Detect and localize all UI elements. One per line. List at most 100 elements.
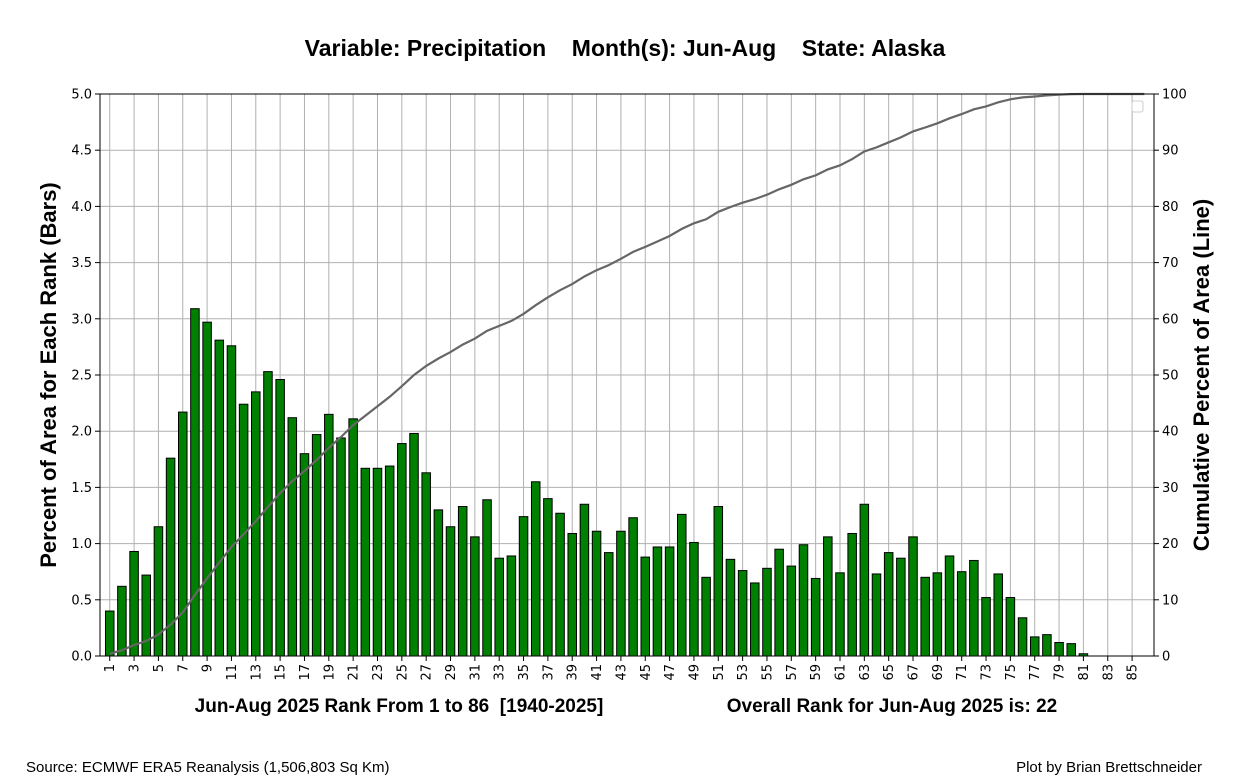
bar-rank-72 xyxy=(969,559,979,657)
left-tick-label: 5.0 xyxy=(71,88,92,103)
x-tick-label: 17 xyxy=(298,664,313,681)
left-tick-label: 3.5 xyxy=(71,256,92,271)
bar-rank-31 xyxy=(470,536,480,657)
x-tick-label: 47 xyxy=(663,664,678,681)
x-tick-label: 15 xyxy=(274,664,289,681)
bar-rank-15 xyxy=(275,378,285,657)
x-tick-label: 43 xyxy=(614,664,629,681)
left-tick-label: 2.5 xyxy=(71,369,92,384)
x-tick-label: 49 xyxy=(687,664,702,681)
x-tick-label: 39 xyxy=(566,664,581,681)
right-tick-label: 30 xyxy=(1162,481,1179,496)
bar-rank-28 xyxy=(433,509,444,657)
x-tick-label: 67 xyxy=(907,664,922,681)
bar-rank-23 xyxy=(372,467,383,657)
x-tick-label: 13 xyxy=(249,664,264,681)
x-tick-label: 23 xyxy=(371,664,386,681)
bar-rank-10 xyxy=(214,339,225,657)
bar-rank-38 xyxy=(555,512,565,657)
x-tick-label: 57 xyxy=(785,664,800,681)
x-tick-label: 73 xyxy=(980,664,995,681)
left-tick-label: 1.0 xyxy=(71,537,92,552)
bar-rank-62 xyxy=(847,532,857,657)
bar-rank-80 xyxy=(1066,643,1076,657)
overall-rank-label: Overall Rank for Jun-Aug 2025 is: 22 xyxy=(727,696,1058,717)
bar-rank-69 xyxy=(932,572,943,657)
bar-rank-3 xyxy=(129,550,139,657)
x-tick-label: 79 xyxy=(1053,664,1068,681)
left-tick-label: 2.0 xyxy=(71,425,92,440)
bar-rank-75 xyxy=(1005,597,1016,657)
bar-rank-77 xyxy=(1029,636,1040,657)
bar-rank-46 xyxy=(652,546,663,657)
bar-rank-27 xyxy=(421,472,431,657)
left-tick-label: 1.5 xyxy=(71,481,92,496)
bar-rank-40 xyxy=(579,503,590,657)
bar-rank-49 xyxy=(689,541,699,657)
x-tick-label: 25 xyxy=(395,664,410,681)
right-tick-label: 70 xyxy=(1162,256,1179,271)
bar-rank-1 xyxy=(104,610,115,657)
bar-rank-71 xyxy=(956,571,967,657)
left-tick-label: 0.0 xyxy=(71,650,92,665)
bar-rank-37 xyxy=(543,498,553,657)
right-tick-label: 40 xyxy=(1162,425,1179,440)
bar-rank-57 xyxy=(786,565,797,657)
bar-rank-58 xyxy=(798,544,809,657)
chart-title: Variable: Precipitation Month(s): Jun-Au… xyxy=(305,35,946,61)
plot-credit: Plot by Brian Brettschneider xyxy=(1016,759,1202,776)
right-axis-ticks: 0 10 20 30 40 50 60 70 80 90 100 xyxy=(1154,88,1187,665)
bar-rank-47 xyxy=(664,546,675,657)
bar-rank-26 xyxy=(409,432,419,657)
right-tick-label: 60 xyxy=(1162,312,1179,327)
bar-rank-68 xyxy=(920,576,930,657)
x-tick-label: 33 xyxy=(493,664,508,681)
bar-rank-52 xyxy=(725,558,736,657)
x-tick-label: 5 xyxy=(152,664,167,672)
bar-rank-7 xyxy=(178,411,188,657)
bar-rank-34 xyxy=(506,555,517,657)
x-tick-label: 77 xyxy=(1028,664,1043,681)
left-tick-label: 0.5 xyxy=(71,593,92,608)
bar-rank-53 xyxy=(737,570,748,657)
x-tick-label: 69 xyxy=(931,664,946,681)
bar-rank-59 xyxy=(810,577,821,657)
x-tick-label: 31 xyxy=(468,664,483,681)
x-tick-label: 45 xyxy=(639,664,654,681)
bar-rank-30 xyxy=(457,506,468,657)
right-tick-label: 0 xyxy=(1162,650,1170,665)
x-tick-label: 63 xyxy=(858,664,873,681)
bar-rank-20 xyxy=(336,437,346,657)
bar-rank-11 xyxy=(226,345,237,657)
bar-rank-24 xyxy=(384,465,395,657)
x-axis-ticks: 1 3 5 7 9 11 13 15 17 19 21 23 25 27 29 31 33 35 37 39 41 43 4… xyxy=(103,656,1141,681)
left-tick-label: 4.0 xyxy=(71,200,92,215)
bar-rank-67 xyxy=(908,536,918,657)
bar-rank-32 xyxy=(482,499,492,657)
bar-rank-33 xyxy=(494,557,504,657)
bar-rank-54 xyxy=(750,582,760,657)
source-note: Source: ECMWF ERA5 Reanalysis (1,506,803… xyxy=(26,759,389,776)
right-axis-title: Cumulative Percent of Area (Line) xyxy=(1189,199,1214,551)
right-tick-label: 100 xyxy=(1162,88,1187,103)
x-tick-label: 3 xyxy=(128,664,143,672)
x-tick-label: 7 xyxy=(176,664,191,672)
x-tick-label: 71 xyxy=(955,664,970,681)
left-axis-title: Percent of Area for Each Rank (Bars) xyxy=(36,182,61,568)
bar-rank-35 xyxy=(518,516,529,657)
x-tick-label: 51 xyxy=(712,664,727,681)
right-tick-label: 50 xyxy=(1162,369,1179,384)
bar-rank-8 xyxy=(190,308,200,657)
x-tick-label: 61 xyxy=(833,664,848,681)
x-tick-label: 35 xyxy=(517,664,532,681)
bar-rank-79 xyxy=(1054,642,1064,657)
x-tick-label: 53 xyxy=(736,664,751,681)
bar-rank-56 xyxy=(774,548,784,657)
cumulative-line xyxy=(109,92,1145,655)
bar-rank-14 xyxy=(263,371,273,657)
x-tick-label: 29 xyxy=(444,664,459,681)
x-tick-label: 37 xyxy=(541,664,556,681)
bar-rank-36 xyxy=(530,481,541,657)
right-tick-label: 10 xyxy=(1162,593,1179,608)
